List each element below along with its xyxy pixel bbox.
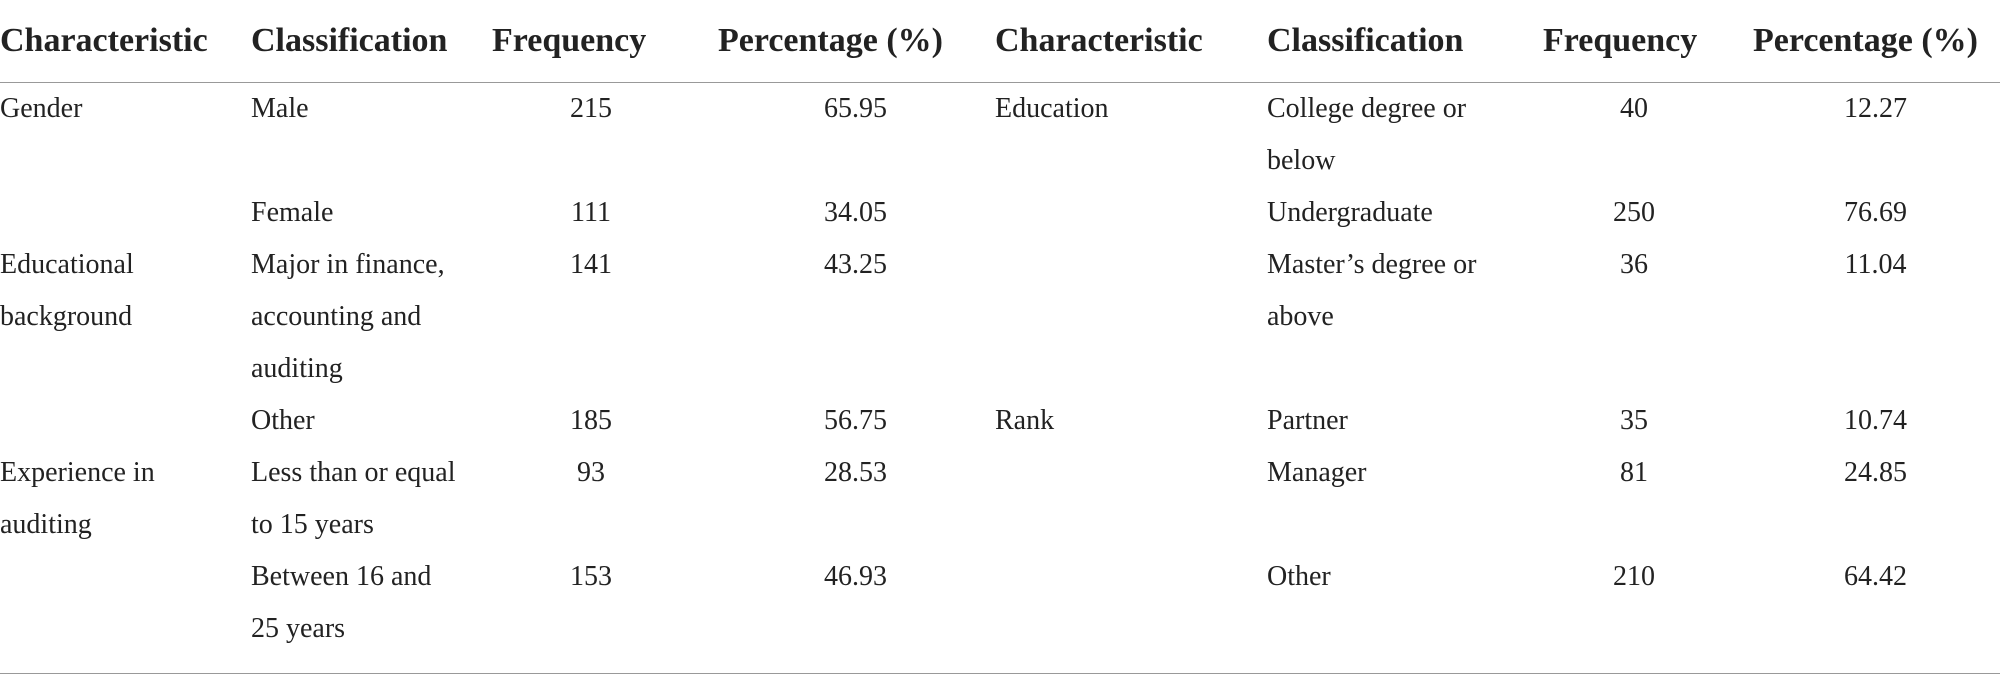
table-cell: 43.25 xyxy=(824,249,887,280)
table-row: Female 111 34.05 Undergraduate 250 76.69 xyxy=(0,187,2000,239)
header-cell: Characteristic xyxy=(995,0,1267,83)
table-cell: 24.85 xyxy=(1844,457,1907,488)
table-cell: Major in finance, accounting and auditin… xyxy=(251,249,445,384)
table-cell: Between 16 and 25 years xyxy=(251,551,492,674)
table-cell: Education xyxy=(995,93,1109,124)
table-cell xyxy=(995,187,1267,239)
table-cell: 250 xyxy=(1613,197,1655,228)
table-cell: 46.93 xyxy=(690,551,995,674)
table-row: Gender Male 215 65.95 Education College degre… xyxy=(0,83,2000,188)
table-header: Characteristic Classification Frequency … xyxy=(0,0,2000,83)
header-cell: Classification xyxy=(251,0,492,83)
table-cell: Undergraduate xyxy=(1267,197,1433,228)
table-cell: 35 xyxy=(1620,405,1648,436)
table-cell: Female xyxy=(251,197,334,228)
table-cell: 65.95 xyxy=(824,93,887,124)
table-cell: 210 xyxy=(1543,551,1725,674)
table-cell: College degree or below xyxy=(1267,93,1467,176)
table-cell: 34.05 xyxy=(824,197,887,228)
header-cell: Percentage (%) xyxy=(690,0,995,83)
table-cell: 153 xyxy=(492,551,690,674)
table-cell: 141 xyxy=(570,249,612,280)
table-cell: Other xyxy=(251,405,315,436)
table-cell: 76.69 xyxy=(1844,197,1907,228)
header-row: Characteristic Classification Frequency … xyxy=(0,0,2000,83)
table-body: Gender Male 215 65.95 Education College degre… xyxy=(0,83,2000,674)
table-cell: 93 xyxy=(577,457,605,488)
table-cell: 56.75 xyxy=(824,405,887,436)
table-cell xyxy=(0,395,251,447)
table-cell: 81 xyxy=(1620,457,1648,488)
data-table: Characteristic Classification Frequency … xyxy=(0,0,2000,674)
table-cell: Other xyxy=(1267,551,1543,674)
table-cell xyxy=(995,551,1267,674)
table-row: Educational background Major in finance, … xyxy=(0,239,2000,395)
table-cell: 36 xyxy=(1620,249,1648,280)
table-cell: 12.27 xyxy=(1844,93,1907,124)
table-cell: Rank xyxy=(995,405,1055,436)
header-cell: Percentage (%) xyxy=(1725,0,2000,83)
header-cell: Characteristic xyxy=(0,0,251,83)
table-cell: Gender xyxy=(0,93,83,124)
table-row: Other 185 56.75 Rank Partner 35 10.74 xyxy=(0,395,2000,447)
table-cell: Less than or equal to 15 years xyxy=(251,457,456,540)
table-cell: Manager xyxy=(1267,457,1367,488)
table-cell: 28.53 xyxy=(824,457,887,488)
table-cell: 64.42 xyxy=(1725,551,2000,674)
table-cell: Master’s degree or above xyxy=(1267,249,1477,332)
header-cell: Classification xyxy=(1267,0,1543,83)
table-cell xyxy=(995,239,1267,395)
table-row: Experience in auditing Less than or equal… xyxy=(0,447,2000,551)
header-cell: Frequency xyxy=(1543,0,1725,83)
table-cell xyxy=(0,187,251,239)
table-cell xyxy=(995,447,1267,551)
table-row: Between 16 and 25 years 153 46.93 Other 210 6… xyxy=(0,551,2000,674)
table-cell: 11.04 xyxy=(1844,249,1907,280)
table-cell: Educational background xyxy=(0,249,134,332)
table-cell: 215 xyxy=(570,93,612,124)
table-cell: Male xyxy=(251,93,309,124)
table-cell xyxy=(0,551,251,674)
table-cell: 185 xyxy=(570,405,612,436)
header-cell: Frequency xyxy=(492,0,690,83)
table-cell: 40 xyxy=(1620,93,1648,124)
table-cell: Experience in auditing xyxy=(0,457,155,540)
table-cell: 10.74 xyxy=(1844,405,1907,436)
table-cell: 111 xyxy=(571,197,611,228)
table-cell: Partner xyxy=(1267,405,1348,436)
